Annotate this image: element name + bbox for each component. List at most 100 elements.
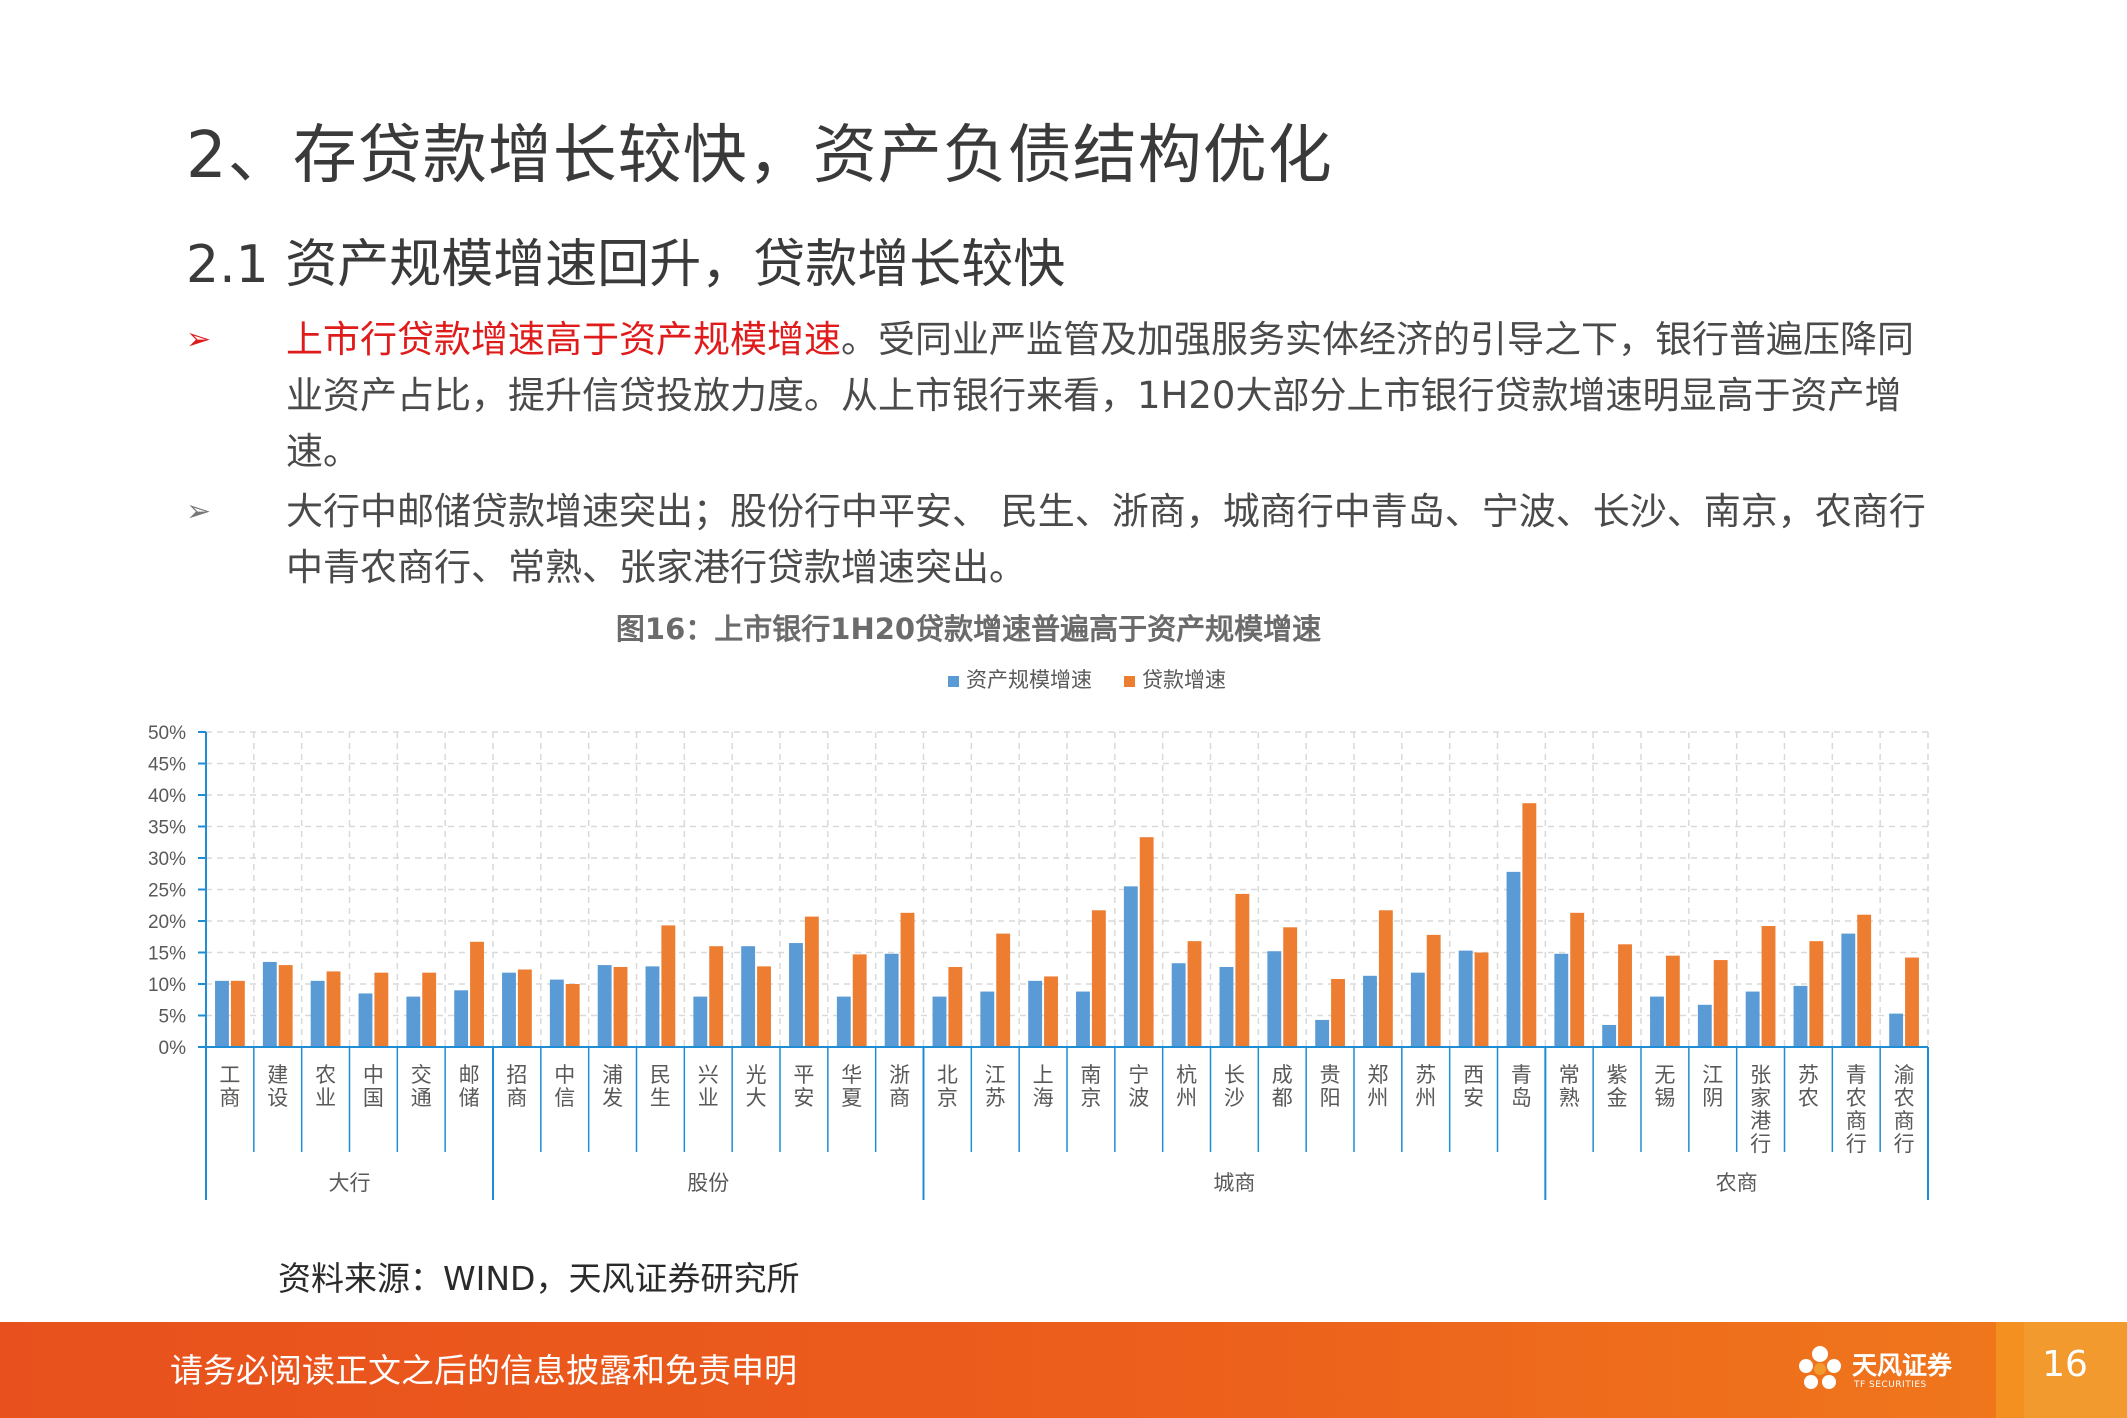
disclaimer-text: 请务必阅读正文之后的信息披露和免责申明 bbox=[170, 1351, 797, 1390]
y-tick-label: 10% bbox=[148, 975, 186, 996]
x-tick-label: 杭 bbox=[1176, 1063, 1197, 1087]
x-tick-label: 农 bbox=[315, 1063, 336, 1087]
x-tick-label: 光 bbox=[746, 1063, 767, 1087]
bar-loan-growth bbox=[661, 925, 676, 1047]
y-tick-label: 35% bbox=[148, 818, 186, 839]
bar-asset-growth bbox=[215, 980, 229, 1047]
x-tick-label: 常 bbox=[1559, 1063, 1580, 1087]
x-tick-label: 州 bbox=[1176, 1086, 1197, 1110]
bar-loan-growth bbox=[1044, 976, 1058, 1047]
x-tick-label: 州 bbox=[1367, 1086, 1388, 1110]
page-number: 16 bbox=[2042, 1344, 2088, 1385]
bar-asset-growth bbox=[1123, 886, 1138, 1047]
bar-asset-growth bbox=[310, 980, 325, 1047]
bar-asset-growth bbox=[1171, 963, 1186, 1047]
y-tick-label: 30% bbox=[148, 849, 186, 870]
bar-loan-growth bbox=[1378, 910, 1393, 1047]
legend-label: 资产规模增速 bbox=[966, 668, 1092, 692]
x-tick-label: 北 bbox=[937, 1063, 958, 1087]
x-tick-label: 成 bbox=[1272, 1063, 1293, 1087]
arrow-bullet-icon: ➢ bbox=[186, 322, 212, 357]
x-tick-label: 苏 bbox=[1798, 1063, 1819, 1087]
bar-asset-growth bbox=[1410, 972, 1425, 1047]
bar-loan-growth bbox=[757, 966, 771, 1047]
y-tick-label: 0% bbox=[159, 1038, 187, 1059]
bar-loan-growth bbox=[1522, 803, 1537, 1047]
x-tick-label: 青 bbox=[1511, 1063, 1532, 1087]
bullet-item: ➢ 大行中邮储贷款增速突出；股份行中平安、 民生、浙商，城商行中青岛、宁波、长沙… bbox=[186, 484, 1936, 596]
bar-asset-growth bbox=[502, 972, 516, 1047]
x-tick-label: 邮 bbox=[459, 1063, 480, 1087]
x-tick-label: 江 bbox=[1702, 1063, 1723, 1087]
x-tick-label: 锡 bbox=[1654, 1086, 1675, 1110]
x-tick-label: 兴 bbox=[698, 1063, 719, 1087]
bar-asset-growth bbox=[1267, 951, 1282, 1047]
x-tick-label: 储 bbox=[459, 1086, 480, 1110]
x-tick-label: 熟 bbox=[1559, 1086, 1580, 1110]
x-tick-label: 郑 bbox=[1367, 1063, 1388, 1087]
x-tick-label: 浦 bbox=[602, 1063, 623, 1087]
x-tick-label: 华 bbox=[841, 1063, 862, 1087]
bar-asset-growth bbox=[1602, 1024, 1617, 1047]
page-title: 2、存贷款增长较快，资产负债结构优化 bbox=[186, 119, 1333, 193]
x-tick-label: 通 bbox=[411, 1086, 432, 1110]
x-tick-label: 招 bbox=[506, 1063, 527, 1087]
bar-asset-growth bbox=[549, 979, 564, 1047]
x-tick-label: 都 bbox=[1272, 1086, 1293, 1110]
bar-loan-growth bbox=[1809, 941, 1824, 1047]
bar-asset-growth bbox=[1219, 966, 1234, 1047]
x-tick-label: 岛 bbox=[1511, 1086, 1532, 1110]
bar-asset-growth bbox=[1889, 1013, 1904, 1047]
bar-loan-growth bbox=[804, 916, 819, 1047]
legend-swatch bbox=[948, 676, 959, 687]
bar-loan-growth bbox=[948, 966, 963, 1047]
bullet-item: ➢ 上市行贷款增速高于资产规模增速。受同业严监管及加强服务实体经济的引导之下，银… bbox=[186, 312, 1936, 480]
x-tick-label: 工 bbox=[219, 1063, 240, 1087]
x-tick-label: 交 bbox=[411, 1063, 432, 1087]
y-tick-label: 40% bbox=[148, 786, 186, 807]
x-tick-label: 行 bbox=[1846, 1132, 1867, 1156]
x-tick-label: 港 bbox=[1750, 1109, 1771, 1133]
group-label: 大行 bbox=[329, 1171, 371, 1195]
legend-swatch bbox=[1124, 676, 1135, 687]
x-tick-label: 安 bbox=[793, 1086, 814, 1110]
bar-loan-growth bbox=[1665, 955, 1680, 1047]
bar-loan-growth bbox=[1331, 978, 1345, 1047]
y-tick-label: 25% bbox=[148, 881, 186, 902]
bar-loan-growth bbox=[1618, 944, 1632, 1047]
bar-loan-growth bbox=[230, 980, 245, 1047]
bar-asset-growth bbox=[789, 943, 803, 1047]
bar-asset-growth bbox=[836, 996, 851, 1047]
bar-loan-growth bbox=[278, 965, 293, 1047]
x-tick-label: 浙 bbox=[889, 1063, 910, 1087]
bar-asset-growth bbox=[454, 990, 469, 1047]
x-tick-label: 苏 bbox=[1415, 1063, 1436, 1087]
bar-asset-growth bbox=[1506, 871, 1521, 1047]
arrow-bullet-icon: ➢ bbox=[186, 494, 212, 529]
bar-asset-growth bbox=[597, 965, 612, 1047]
bar-loan-growth bbox=[996, 933, 1011, 1047]
legend-label: 贷款增速 bbox=[1142, 668, 1226, 692]
bar-chart: 0%5%10%15%20%25%30%35%40%45%50%工商建设农业中国交… bbox=[148, 668, 1929, 1200]
bar-asset-growth bbox=[1745, 991, 1760, 1047]
bar-asset-growth bbox=[1793, 985, 1808, 1047]
bar-asset-growth bbox=[1841, 933, 1856, 1047]
x-tick-label: 大 bbox=[746, 1086, 767, 1110]
x-tick-label: 行 bbox=[1894, 1132, 1915, 1156]
footer-bar: 请务必阅读正文之后的信息披露和免责申明 天风证券 TF SECURITIES 1… bbox=[0, 1322, 2127, 1418]
x-tick-label: 江 bbox=[985, 1063, 1006, 1087]
bar-loan-growth bbox=[1235, 893, 1250, 1047]
x-tick-label: 无 bbox=[1654, 1063, 1675, 1087]
bar-loan-growth bbox=[1091, 910, 1106, 1047]
bar-loan-growth bbox=[517, 969, 532, 1047]
bar-loan-growth bbox=[422, 972, 437, 1047]
bar-loan-growth bbox=[1187, 941, 1202, 1047]
x-tick-label: 渝 bbox=[1894, 1063, 1915, 1087]
x-tick-label: 中 bbox=[554, 1063, 575, 1087]
x-tick-label: 农 bbox=[1798, 1086, 1819, 1110]
x-tick-label: 国 bbox=[363, 1086, 384, 1110]
x-tick-label: 农 bbox=[1894, 1086, 1915, 1110]
bar-asset-growth bbox=[1458, 950, 1473, 1047]
bar-loan-growth bbox=[1857, 914, 1872, 1047]
bar-asset-growth bbox=[1650, 996, 1664, 1047]
